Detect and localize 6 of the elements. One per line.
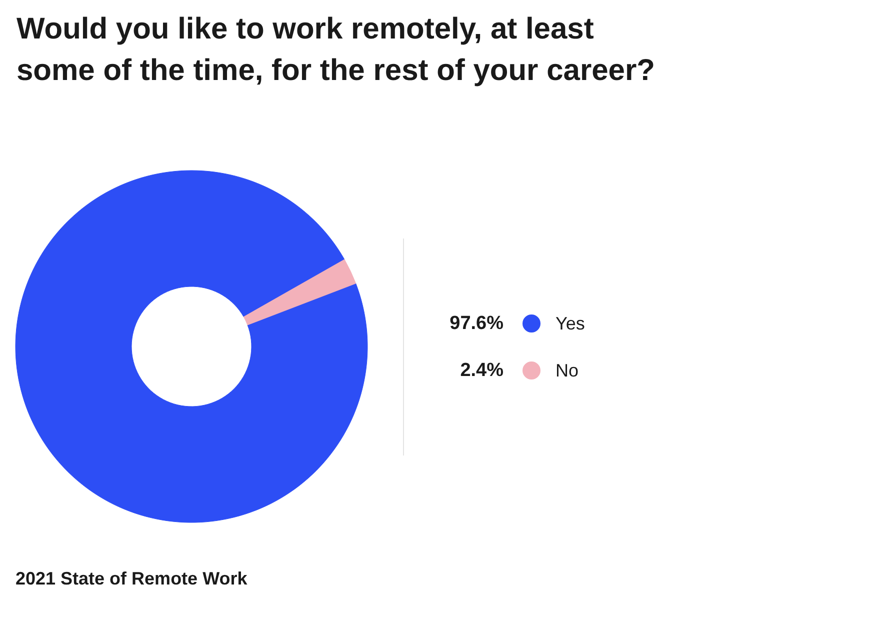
chart-title: Would you like to work remotely, at least some of the time, for the rest of your career?: [16, 12, 655, 87]
legend-label: No: [556, 360, 579, 380]
text: 2021 State of Remote Work: [16, 568, 248, 588]
data-label: 2.4%: [460, 360, 504, 381]
legend-label: Yes: [556, 314, 585, 334]
data-label: 97.6%: [450, 313, 504, 334]
